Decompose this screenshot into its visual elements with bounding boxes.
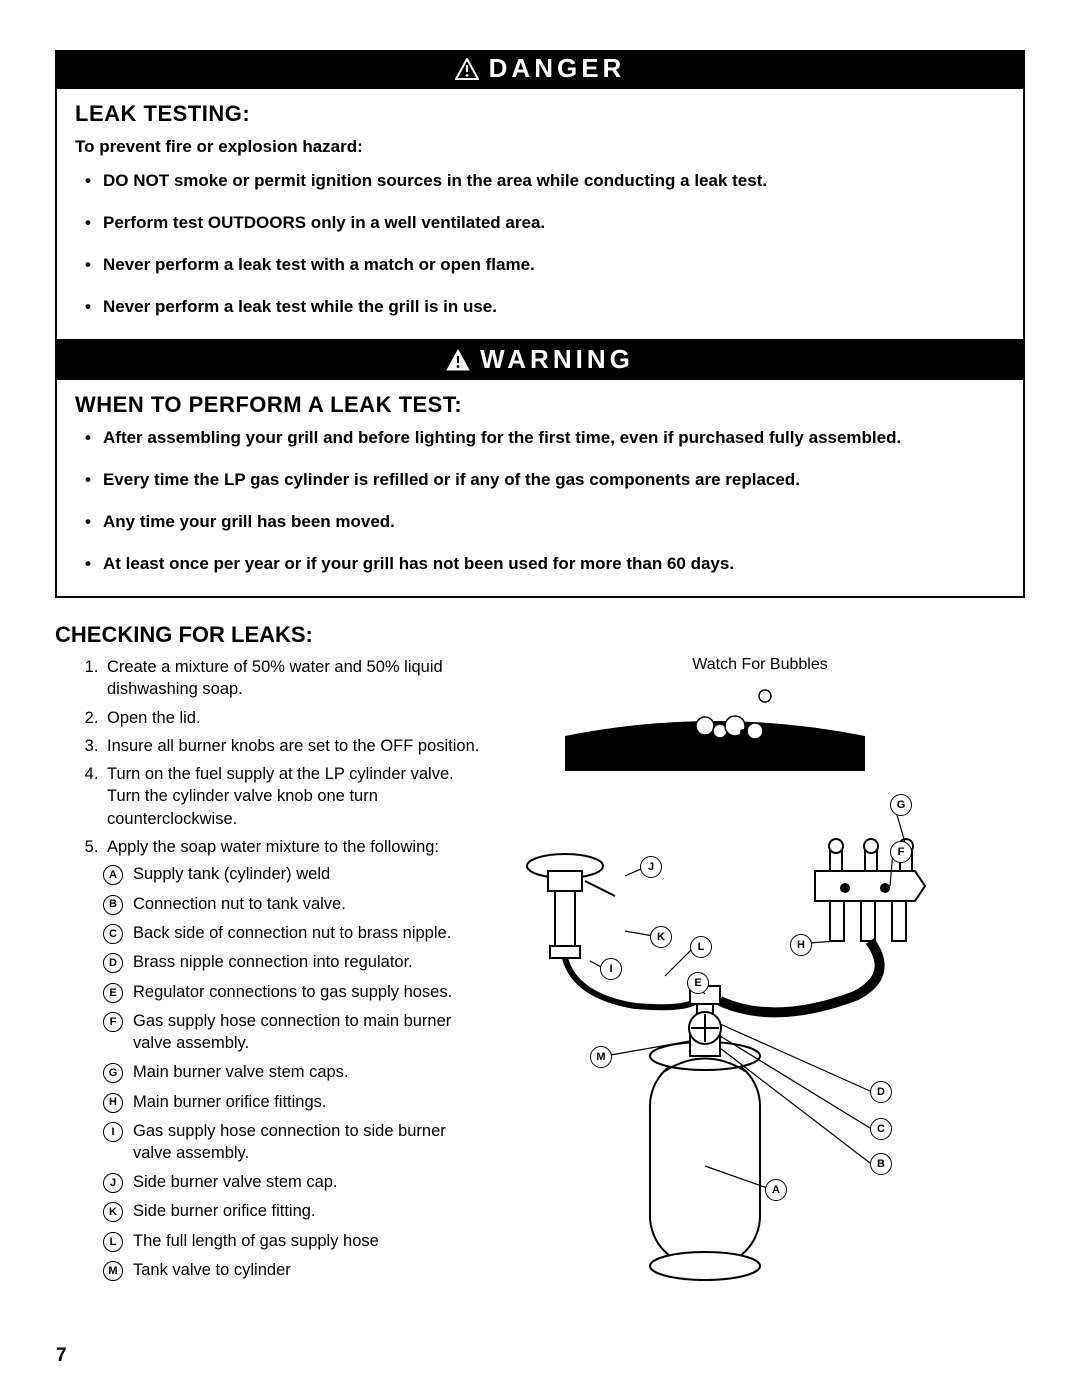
diagram-callout: A [765,1179,787,1201]
bullet-item: Never perform a leak test while the gril… [103,297,1005,317]
location-text: Tank valve to cylinder [133,1261,291,1279]
location-text: Main burner valve stem caps. [133,1063,349,1081]
diagram-area: G F J KL H I E M DCB A [495,676,1025,1296]
when-to-box: WHEN TO PERFORM A LEAK TEST: After assem… [55,380,1025,598]
diagram-callout: G [890,794,912,816]
diagram-callout: L [690,936,712,958]
checking-section: CHECKING FOR LEAKS: Create a mixture of … [55,598,1025,1296]
location-letter-icon: J [103,1173,123,1193]
step-item: Apply the soap water mixture to the foll… [103,836,485,858]
location-item: L The full length of gas supply hose [103,1231,485,1252]
page-number: 7 [56,1345,67,1367]
diagram-callout: J [640,856,662,878]
location-item: H Main burner orifice fittings. [103,1092,485,1113]
location-letter-icon: E [103,983,123,1003]
location-item: M Tank valve to cylinder [103,1260,485,1281]
leak-testing-heading: LEAK TESTING: [75,101,1005,127]
bullet-item: DO NOT smoke or permit ignition sources … [103,171,1005,191]
location-letter-icon: D [103,953,123,973]
warning-triangle-icon [455,58,479,80]
warning-label: WARNING [480,344,634,375]
location-item: J Side burner valve stem cap. [103,1172,485,1193]
bullet-item: After assembling your grill and before l… [103,428,1005,448]
step-item: Create a mixture of 50% water and 50% li… [103,656,485,701]
location-letter-icon: I [103,1122,123,1142]
danger-label: DANGER [489,53,626,84]
step-item: Insure all burner knobs are set to the O… [103,735,485,757]
diagram-callout: K [650,926,672,948]
location-item: A Supply tank (cylinder) weld [103,864,485,885]
leak-testing-bullets: DO NOT smoke or permit ignition sources … [75,171,1005,317]
location-letter-icon: L [103,1232,123,1252]
diagram-caption: Watch For Bubbles [495,656,1025,674]
location-text: The full length of gas supply hose [133,1232,379,1250]
location-text: Regulator connections to gas supply hose… [133,983,452,1001]
location-letter-icon: K [103,1202,123,1222]
diagram-callout: B [870,1153,892,1175]
danger-banner: DANGER [55,50,1025,89]
diagram-callout: I [600,958,622,980]
location-text: Side burner valve stem cap. [133,1173,338,1191]
location-item: G Main burner valve stem caps. [103,1062,485,1083]
location-item: K Side burner orifice fitting. [103,1201,485,1222]
location-text: Gas supply hose connection to side burne… [133,1122,446,1161]
location-text: Main burner orifice fittings. [133,1093,327,1111]
bullet-item: Perform test OUTDOORS only in a well ven… [103,213,1005,233]
diagram-callout: E [687,972,709,994]
step-item: Open the lid. [103,707,485,729]
location-item: B Connection nut to tank valve. [103,894,485,915]
checking-right-col: Watch For Bubbles [495,656,1025,1296]
location-text: Supply tank (cylinder) weld [133,865,330,883]
location-item: C Back side of connection nut to brass ni… [103,923,485,944]
location-letter-icon: M [103,1261,123,1281]
checking-steps: Create a mixture of 50% water and 50% li… [55,656,485,858]
checking-left-col: Create a mixture of 50% water and 50% li… [55,656,485,1296]
warning-banner: WARNING [55,341,1025,380]
bullet-item: At least once per year or if your grill … [103,554,1005,574]
location-item: E Regulator connections to gas supply hos… [103,982,485,1003]
bullet-item: Never perform a leak test with a match o… [103,255,1005,275]
location-item: F Gas supply hose connection to main burn… [103,1011,485,1054]
leak-testing-intro: To prevent fire or explosion hazard: [75,137,1005,157]
location-item: I Gas supply hose connection to side burn… [103,1121,485,1164]
checking-heading: CHECKING FOR LEAKS: [55,622,1025,648]
leak-diagram-icon [495,676,935,1296]
diagram-callout: F [890,841,912,863]
location-text: Back side of connection nut to brass nip… [133,924,451,942]
location-letter-icon: H [103,1093,123,1113]
location-letter-icon: C [103,924,123,944]
location-item: D Brass nipple connection into regulator. [103,952,485,973]
location-letter-icon: A [103,865,123,885]
step-item: Turn on the fuel supply at the LP cylind… [103,763,485,830]
location-text: Gas supply hose connection to main burne… [133,1012,451,1051]
bullet-item: Every time the LP gas cylinder is refill… [103,470,1005,490]
diagram-callout: H [790,934,812,956]
location-letter-icon: F [103,1012,123,1032]
when-to-heading: WHEN TO PERFORM A LEAK TEST: [75,392,1005,418]
warning-triangle-icon [446,349,470,371]
when-to-bullets: After assembling your grill and before l… [75,428,1005,574]
leak-testing-box: LEAK TESTING: To prevent fire or explosi… [55,89,1025,341]
location-text: Brass nipple connection into regulator. [133,953,413,971]
diagram-callout: M [590,1046,612,1068]
location-text: Connection nut to tank valve. [133,895,346,913]
location-text: Side burner orifice fitting. [133,1202,316,1220]
diagram-callout: C [870,1118,892,1140]
diagram-callout: D [870,1081,892,1103]
location-letter-icon: B [103,895,123,915]
bullet-item: Any time your grill has been moved. [103,512,1005,532]
checking-locations: A Supply tank (cylinder) weld B Connection … [55,864,485,1282]
location-letter-icon: G [103,1063,123,1083]
